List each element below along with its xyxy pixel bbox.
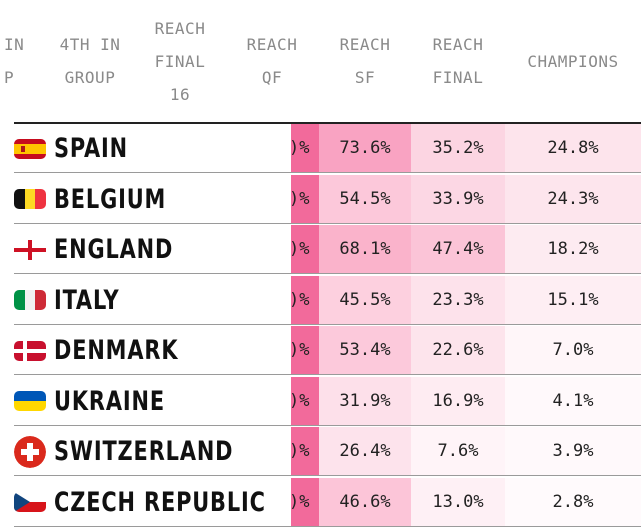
italy-flag-icon [14, 290, 46, 310]
czech-flag-icon [14, 492, 46, 512]
header-reach-final-label: REACH FINAL [432, 35, 484, 87]
team-name: ITALY [54, 284, 120, 316]
reach-final-cell: 22.6% [411, 326, 505, 374]
reach-final-cell: 33.9% [411, 174, 505, 223]
champions-cell: 4.1% [505, 376, 641, 425]
table-row[interactable]: ITALY )% 45.5% 23.3% 15.1% [0, 275, 641, 325]
reach-final-cell: 47.4% [411, 225, 505, 273]
reach-qf-cell: )% [291, 275, 319, 324]
champions-cell: 15.1% [505, 275, 641, 324]
team-name: BELGIUM [54, 183, 167, 215]
champions-cell: 2.8% [505, 477, 641, 526]
table-header: IN P 4TH IN GROUP REACH FINAL 16 REACH Q… [0, 0, 641, 122]
row-divider [14, 222, 641, 224]
reach-final-cell: 16.9% [411, 376, 505, 425]
reach-qf-cell: )% [291, 124, 319, 172]
reach-final-cell: 23.3% [411, 275, 505, 324]
reach-sf-cell: 46.6% [319, 477, 411, 526]
team-cell: ENGLAND [14, 225, 290, 274]
reach-qf-cell: )% [291, 477, 319, 526]
table-row[interactable]: BELGIUM )% 54.5% 33.9% 24.3% [0, 174, 641, 224]
champions-cell: 24.3% [505, 174, 641, 223]
header-champions[interactable]: CHAMPIONS [505, 0, 641, 122]
table-row[interactable]: SPAIN )% 73.6% 35.2% 24.8% [0, 124, 641, 173]
team-cell: ITALY [14, 275, 290, 325]
reach-qf-cell: )% [291, 376, 319, 425]
reach-sf-cell: 53.4% [319, 326, 411, 374]
reach-sf-cell: 68.1% [319, 225, 411, 273]
header-first-in-group[interactable]: IN P [0, 0, 40, 122]
header-reach-qf-label: REACH QF [246, 35, 298, 87]
champions-cell: 18.2% [505, 225, 641, 273]
header-reach-qf[interactable]: REACH QF [226, 0, 318, 122]
header-reach-final-16-label: REACH FINAL 16 [154, 18, 206, 104]
ukraine-flag-icon [14, 391, 46, 411]
reach-qf-cell: )% [291, 174, 319, 223]
team-name: ENGLAND [54, 234, 174, 265]
team-name: SWITZERLAND [54, 436, 234, 467]
row-divider [14, 475, 641, 476]
row-divider [14, 424, 641, 426]
header-reach-sf[interactable]: REACH SF [319, 0, 411, 122]
team-cell: SWITZERLAND [14, 427, 290, 476]
team-cell: CZECH REPUBLIC [14, 477, 290, 527]
reach-qf-cell: )% [291, 225, 319, 273]
row-divider [14, 323, 641, 325]
champions-cell: 7.0% [505, 326, 641, 374]
reach-final-cell: 7.6% [411, 427, 505, 475]
team-name: CZECH REPUBLIC [54, 486, 266, 518]
table-row[interactable]: SWITZERLAND )% 26.4% 7.6% 3.9% [0, 427, 641, 476]
reach-sf-cell: 26.4% [319, 427, 411, 475]
team-cell: DENMARK [14, 326, 290, 375]
reach-sf-cell: 31.9% [319, 376, 411, 425]
header-first-in-group-label: IN P [4, 35, 25, 87]
champions-cell: 24.8% [505, 124, 641, 172]
reach-sf-cell: 45.5% [319, 275, 411, 324]
row-divider [14, 525, 641, 527]
reach-final-cell: 13.0% [411, 477, 505, 526]
switzerland-flag-icon [14, 435, 46, 468]
denmark-flag-icon [14, 340, 46, 361]
team-cell: SPAIN [14, 124, 290, 173]
row-divider [14, 374, 641, 375]
table-row[interactable]: CZECH REPUBLIC )% 46.6% 13.0% 2.8% [0, 477, 641, 527]
team-name: DENMARK [54, 335, 179, 366]
header-reach-final[interactable]: REACH FINAL [411, 0, 505, 122]
reach-qf-cell: )% [291, 427, 319, 475]
team-cell: BELGIUM [14, 174, 290, 224]
row-divider [14, 273, 641, 274]
header-divider [14, 122, 641, 124]
header-reach-sf-label: REACH SF [339, 35, 391, 87]
england-flag-icon [14, 239, 46, 260]
header-reach-final-16[interactable]: REACH FINAL 16 [132, 0, 228, 122]
table-row[interactable]: DENMARK )% 53.4% 22.6% 7.0% [0, 326, 641, 375]
team-cell: UKRAINE [14, 376, 290, 426]
belgium-flag-icon [14, 189, 46, 209]
row-divider [14, 172, 641, 173]
spain-flag-icon [14, 138, 46, 159]
header-champions-label: CHAMPIONS [527, 51, 619, 71]
reach-sf-cell: 54.5% [319, 174, 411, 223]
reach-sf-cell: 73.6% [319, 124, 411, 172]
reach-qf-cell: )% [291, 326, 319, 374]
header-fourth-in-group-label: 4TH IN GROUP [59, 35, 121, 87]
team-name: UKRAINE [54, 385, 165, 417]
table-row[interactable]: UKRAINE )% 31.9% 16.9% 4.1% [0, 376, 641, 426]
table-row[interactable]: ENGLAND )% 68.1% 47.4% 18.2% [0, 225, 641, 274]
reach-final-cell: 35.2% [411, 124, 505, 172]
header-fourth-in-group[interactable]: 4TH IN GROUP [40, 0, 140, 122]
champions-cell: 3.9% [505, 427, 641, 475]
team-name: SPAIN [54, 133, 128, 164]
